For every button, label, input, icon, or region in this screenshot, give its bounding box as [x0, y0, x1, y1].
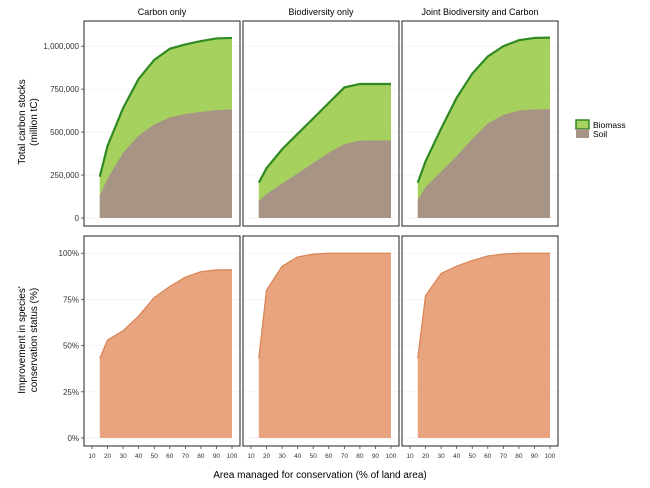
facet-title-carbon-only: Carbon only [138, 7, 187, 17]
x-tick-label-carbon-only-species-7: 80 [197, 453, 205, 460]
y-tick-label-carbon-only-carbon-1: 250,000 [50, 171, 79, 180]
x-tick-label-joint-biodiversity-and-carbon-species-2: 30 [437, 453, 445, 460]
bottom-y-axis-title-line1: Improvement in species' [17, 286, 28, 394]
top-y-axis-title-line2: (million tC) [29, 98, 40, 146]
x-tick-label-carbon-only-species-5: 60 [166, 453, 174, 460]
legend-swatch-biomass [575, 119, 590, 130]
x-tick-label-biodiversity-only-species-5: 60 [325, 453, 333, 460]
x-tick-label-carbon-only-species-3: 40 [135, 453, 143, 460]
x-tick-label-joint-biodiversity-and-carbon-species-4: 50 [469, 453, 477, 460]
x-tick-label-biodiversity-only-species-7: 80 [356, 453, 364, 460]
x-tick-label-biodiversity-only-species-4: 50 [310, 453, 318, 460]
x-tick-label-biodiversity-only-species-8: 90 [372, 453, 380, 460]
legend-label-soil: Soil [593, 129, 607, 139]
y-tick-label-carbon-only-carbon-4: 1,000,000 [43, 42, 79, 51]
x-tick-label-joint-biodiversity-and-carbon-species-8: 90 [531, 453, 539, 460]
y-tick-label-carbon-only-carbon-3: 750,000 [50, 85, 79, 94]
x-tick-label-carbon-only-species-8: 90 [213, 453, 221, 460]
x-tick-label-carbon-only-species-1: 20 [104, 453, 112, 460]
panel-border-carbon-only-species [83, 235, 241, 447]
x-tick-label-carbon-only-species-4: 50 [151, 453, 159, 460]
x-tick-label-joint-biodiversity-and-carbon-species-0: 10 [406, 453, 414, 460]
x-tick-label-biodiversity-only-species-0: 10 [247, 453, 255, 460]
x-tick-label-carbon-only-species-9: 100 [227, 453, 238, 460]
y-tick-label-carbon-only-carbon-2: 500,000 [50, 128, 79, 137]
x-tick-label-joint-biodiversity-and-carbon-species-7: 80 [515, 453, 523, 460]
panel-border-joint-biodiversity-and-carbon-species [401, 235, 559, 447]
x-tick-label-joint-biodiversity-and-carbon-species-1: 20 [422, 453, 430, 460]
x-tick-label-carbon-only-species-2: 30 [119, 453, 127, 460]
panel-border-biodiversity-only-species [242, 235, 400, 447]
x-tick-label-joint-biodiversity-and-carbon-species-5: 60 [484, 453, 492, 460]
line-biomass-carbon-only-carbon [98, 36, 233, 178]
y-tick-label-carbon-only-species-1: 25% [63, 388, 79, 397]
y-tick-label-carbon-only-species-3: 75% [63, 295, 79, 304]
chart-panels: 0 250,000 500,000 750,000 1,000,000 0% 25% 50% 7… [43, 20, 559, 460]
x-tick-label-carbon-only-species-0: 10 [88, 453, 96, 460]
x-tick-label-biodiversity-only-species-9: 100 [386, 453, 397, 460]
legend: Biomass Soil [575, 119, 626, 139]
x-tick-label-biodiversity-only-species-3: 40 [294, 453, 302, 460]
y-tick-label-carbon-only-species-0: 0% [67, 434, 79, 443]
legend-swatch-soil [576, 129, 589, 138]
y-tick-label-carbon-only-species-4: 100% [59, 249, 79, 258]
panel-border-joint-biodiversity-and-carbon-carbon [401, 20, 559, 227]
y-tick-label-carbon-only-carbon-0: 0 [75, 214, 80, 223]
line-species-carbon-only-species [99, 269, 232, 359]
top-y-axis-title-line1: Total carbon stocks [17, 79, 28, 165]
panel-border-carbon-only-carbon [83, 20, 241, 227]
x-tick-label-joint-biodiversity-and-carbon-species-9: 100 [545, 453, 556, 460]
area-species-biodiversity-only-species [258, 253, 391, 438]
line-biomass-biodiversity-only-carbon [257, 82, 391, 184]
line-species-joint-biodiversity-and-carbon-species [417, 252, 550, 359]
facet-title-joint: Joint Biodiversity and Carbon [421, 7, 538, 17]
area-soil-joint-biodiversity-and-carbon-carbon [417, 109, 550, 218]
area-soil-carbon-only-carbon [99, 109, 233, 218]
x-tick-label-biodiversity-only-species-1: 20 [263, 453, 271, 460]
area-soil-biodiversity-only-carbon [258, 140, 391, 218]
panel-border-biodiversity-only-carbon [242, 20, 400, 227]
line-species-biodiversity-only-species [258, 252, 391, 359]
area-species-carbon-only-species [99, 269, 233, 438]
line-biomass-joint-biodiversity-and-carbon-carbon [416, 36, 551, 184]
x-tick-label-carbon-only-species-6: 70 [182, 453, 190, 460]
bottom-y-axis-title-line2: conservation status (%) [29, 288, 40, 393]
x-tick-label-joint-biodiversity-and-carbon-species-6: 70 [500, 453, 508, 460]
legend-label-biomass: Biomass [593, 120, 626, 130]
facet-title-biodiversity-only: Biodiversity only [288, 7, 354, 17]
x-tick-label-biodiversity-only-species-2: 30 [278, 453, 286, 460]
x-axis-title: Area managed for conservation (% of land… [213, 470, 426, 481]
area-species-joint-biodiversity-and-carbon-species [417, 253, 550, 438]
x-tick-label-biodiversity-only-species-6: 70 [341, 453, 349, 460]
x-tick-label-joint-biodiversity-and-carbon-species-3: 40 [453, 453, 461, 460]
y-tick-label-carbon-only-species-2: 50% [63, 342, 79, 351]
